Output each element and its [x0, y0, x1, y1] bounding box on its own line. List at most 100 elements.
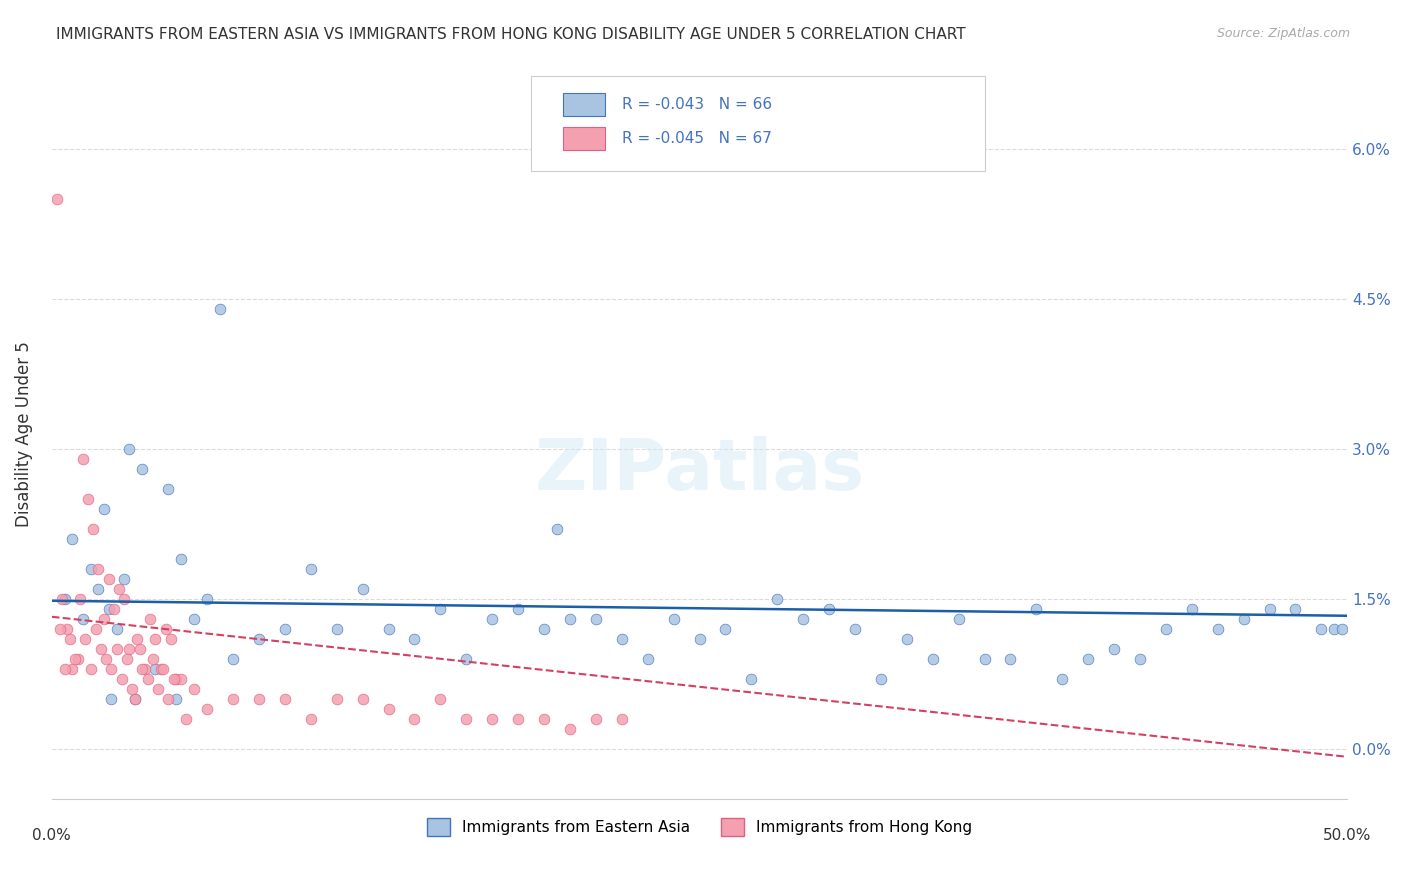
Point [170, 551, 193, 566]
Point [766, 591, 789, 606]
Point [108, 582, 131, 596]
Point [134, 662, 156, 676]
Point [118, 442, 141, 456]
Point [844, 622, 866, 636]
Point [404, 632, 426, 646]
Point [124, 691, 146, 706]
Point [145, 662, 167, 676]
Point [170, 672, 193, 686]
Point [62, 532, 84, 546]
Point [157, 482, 180, 496]
Point [100, 691, 122, 706]
Point [48, 622, 70, 636]
Point [97, 572, 120, 586]
Point [558, 612, 581, 626]
Point [508, 712, 530, 726]
Text: 0.0%: 0.0% [32, 828, 72, 843]
Point [111, 672, 134, 686]
Point [90, 641, 112, 656]
Point [79, 562, 101, 576]
Point [1258, 601, 1281, 615]
Point [152, 662, 174, 676]
Point [818, 601, 841, 615]
Point [533, 622, 555, 636]
Point [456, 712, 478, 726]
Point [105, 641, 128, 656]
Point [456, 652, 478, 666]
Point [209, 301, 232, 316]
Point [157, 691, 180, 706]
Point [176, 712, 198, 726]
Point [1310, 622, 1333, 636]
Point [896, 632, 918, 646]
Point [610, 712, 633, 726]
Point [155, 622, 177, 636]
Point [51, 591, 73, 606]
Point [1000, 652, 1022, 666]
Point [77, 491, 100, 506]
Point [69, 591, 91, 606]
Point [87, 582, 110, 596]
Point [377, 702, 399, 716]
Point [45, 192, 67, 206]
Point [103, 601, 125, 615]
Point [481, 612, 503, 626]
Point [222, 691, 245, 706]
Point [63, 652, 86, 666]
Point [136, 672, 159, 686]
Point [326, 691, 349, 706]
Point [149, 662, 172, 676]
Point [222, 652, 245, 666]
Bar [564, 93, 605, 116]
Point [1284, 601, 1306, 615]
Text: Source: ZipAtlas.com: Source: ZipAtlas.com [1216, 27, 1350, 40]
Point [128, 641, 150, 656]
Point [96, 652, 118, 666]
Point [662, 612, 685, 626]
Point [124, 691, 146, 706]
Point [66, 652, 89, 666]
Point [87, 562, 110, 576]
Point [142, 652, 165, 666]
Point [546, 522, 568, 536]
Point [79, 662, 101, 676]
Text: ZIPatlas: ZIPatlas [534, 435, 865, 505]
Bar [564, 127, 605, 151]
Point [585, 612, 607, 626]
Point [637, 652, 659, 666]
Point [1233, 612, 1256, 626]
Point [274, 691, 297, 706]
Point [53, 662, 76, 676]
Point [870, 672, 893, 686]
Point [404, 712, 426, 726]
Point [160, 632, 183, 646]
Point [792, 612, 814, 626]
Point [97, 601, 120, 615]
Point [53, 591, 76, 606]
Point [1331, 622, 1354, 636]
Point [481, 712, 503, 726]
Point [93, 612, 115, 626]
Point [429, 601, 451, 615]
Point [1154, 622, 1177, 636]
Point [1052, 672, 1074, 686]
Point [195, 591, 218, 606]
Point [131, 662, 153, 676]
Point [1102, 641, 1125, 656]
Point [59, 632, 82, 646]
Text: R = -0.043   N = 66: R = -0.043 N = 66 [621, 97, 772, 112]
Point [533, 712, 555, 726]
Point [558, 722, 581, 736]
Point [948, 612, 970, 626]
Point [1181, 601, 1204, 615]
Point [118, 641, 141, 656]
Point [921, 652, 943, 666]
FancyBboxPatch shape [531, 76, 984, 170]
Point [100, 662, 122, 676]
Point [121, 681, 143, 696]
Point [247, 691, 270, 706]
Point [115, 652, 138, 666]
Point [508, 601, 530, 615]
Point [1025, 601, 1047, 615]
Point [377, 622, 399, 636]
